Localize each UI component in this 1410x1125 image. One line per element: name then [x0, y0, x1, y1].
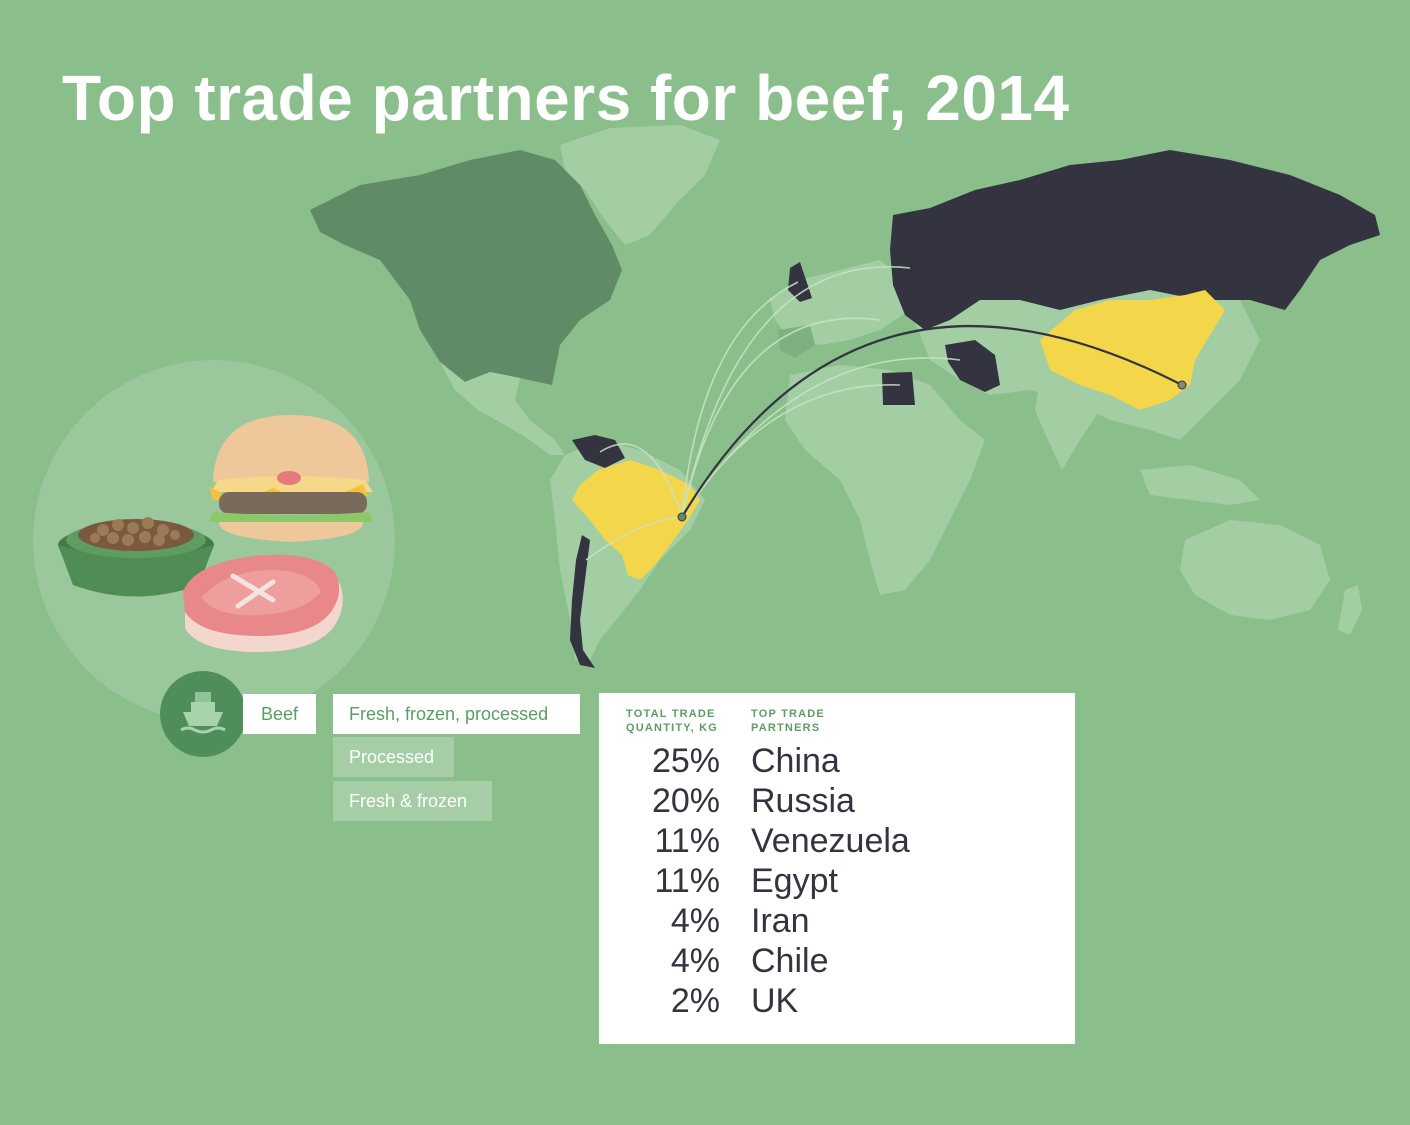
land-new-zealand: [1338, 585, 1362, 635]
burger-icon: [209, 415, 373, 542]
land-greenland: [560, 125, 720, 245]
partner-country: China: [751, 742, 840, 780]
product-illustration: [33, 360, 395, 722]
route-brazil-iran: [681, 357, 961, 518]
land-china[interactable]: [1040, 290, 1225, 410]
trade-partners-table: TOTAL TRADE QUANTITY, KG TOP TRADE PARTN…: [599, 693, 1075, 1044]
partner-share: 11%: [654, 862, 720, 900]
land-north-america: [310, 150, 622, 385]
partner-country: Egypt: [751, 862, 838, 900]
partner-share: 20%: [651, 782, 720, 820]
partner-share: 4%: [670, 942, 720, 980]
table-row: 11% Venezuela: [599, 821, 1075, 861]
land-chile[interactable]: [570, 535, 595, 668]
partner-country: UK: [751, 982, 799, 1020]
partner-country: Russia: [751, 782, 855, 820]
route-brazil-uk: [681, 281, 799, 518]
partner-share: 11%: [654, 822, 720, 860]
land-india: [1035, 380, 1100, 470]
filter-processed[interactable]: Processed: [333, 737, 454, 777]
page-title: Top trade partners for beef, 2014: [62, 62, 1070, 134]
table-row: 4% Chile: [599, 941, 1075, 981]
partner-country: Iran: [751, 902, 810, 940]
column-header-partners: TOP TRADE PARTNERS: [751, 708, 825, 734]
partner-country: Venezuela: [751, 822, 910, 860]
pet-food-bowl-icon: [58, 517, 214, 597]
land-venezuela[interactable]: [572, 435, 625, 468]
land-russia[interactable]: [890, 150, 1380, 330]
partner-share: 25%: [651, 742, 720, 780]
table-row: 25% China: [599, 741, 1075, 781]
table-rows: 25% China 20% Russia 11% Venezuela 11% E…: [599, 741, 1075, 1021]
filter-fresh-frozen[interactable]: Fresh & frozen: [333, 781, 492, 821]
ship-icon: [180, 692, 226, 734]
product-illustration-art: [58, 415, 373, 652]
column-header-quantity: TOTAL TRADE QUANTITY, KG: [626, 708, 719, 734]
ship-icon-button[interactable]: [160, 671, 246, 757]
route-brazil-europe: [681, 317, 881, 518]
route-brazil-venezuela: [599, 443, 683, 518]
land-australia: [1180, 520, 1330, 620]
steak-icon: [183, 554, 343, 652]
route-brazil-russia-alt: [681, 266, 911, 518]
route-destination-dot: [1177, 380, 1187, 390]
filter-fresh-frozen-processed[interactable]: Fresh, frozen, processed: [333, 694, 580, 734]
table-row: 20% Russia: [599, 781, 1075, 821]
land-africa: [785, 365, 985, 595]
table-row: 4% Iran: [599, 901, 1075, 941]
trade-routes-secondary: [585, 266, 961, 561]
land-se-asia: [1140, 465, 1260, 505]
land-iberia: [778, 325, 815, 358]
route-origin-dot: [677, 512, 687, 522]
land-egypt[interactable]: [882, 372, 915, 405]
land-iran[interactable]: [945, 340, 1000, 392]
route-brazil-china: [681, 325, 1183, 518]
land-uk[interactable]: [788, 262, 812, 302]
route-brazil-chile: [585, 516, 683, 561]
partner-country: Chile: [751, 942, 829, 980]
partner-share: 4%: [670, 902, 720, 940]
land-central-america: [440, 362, 565, 455]
table-row: 2% UK: [599, 981, 1075, 1021]
partner-share: 2%: [670, 982, 720, 1020]
product-label[interactable]: Beef: [243, 694, 316, 734]
land-brazil[interactable]: [572, 460, 700, 580]
table-row: 11% Egypt: [599, 861, 1075, 901]
